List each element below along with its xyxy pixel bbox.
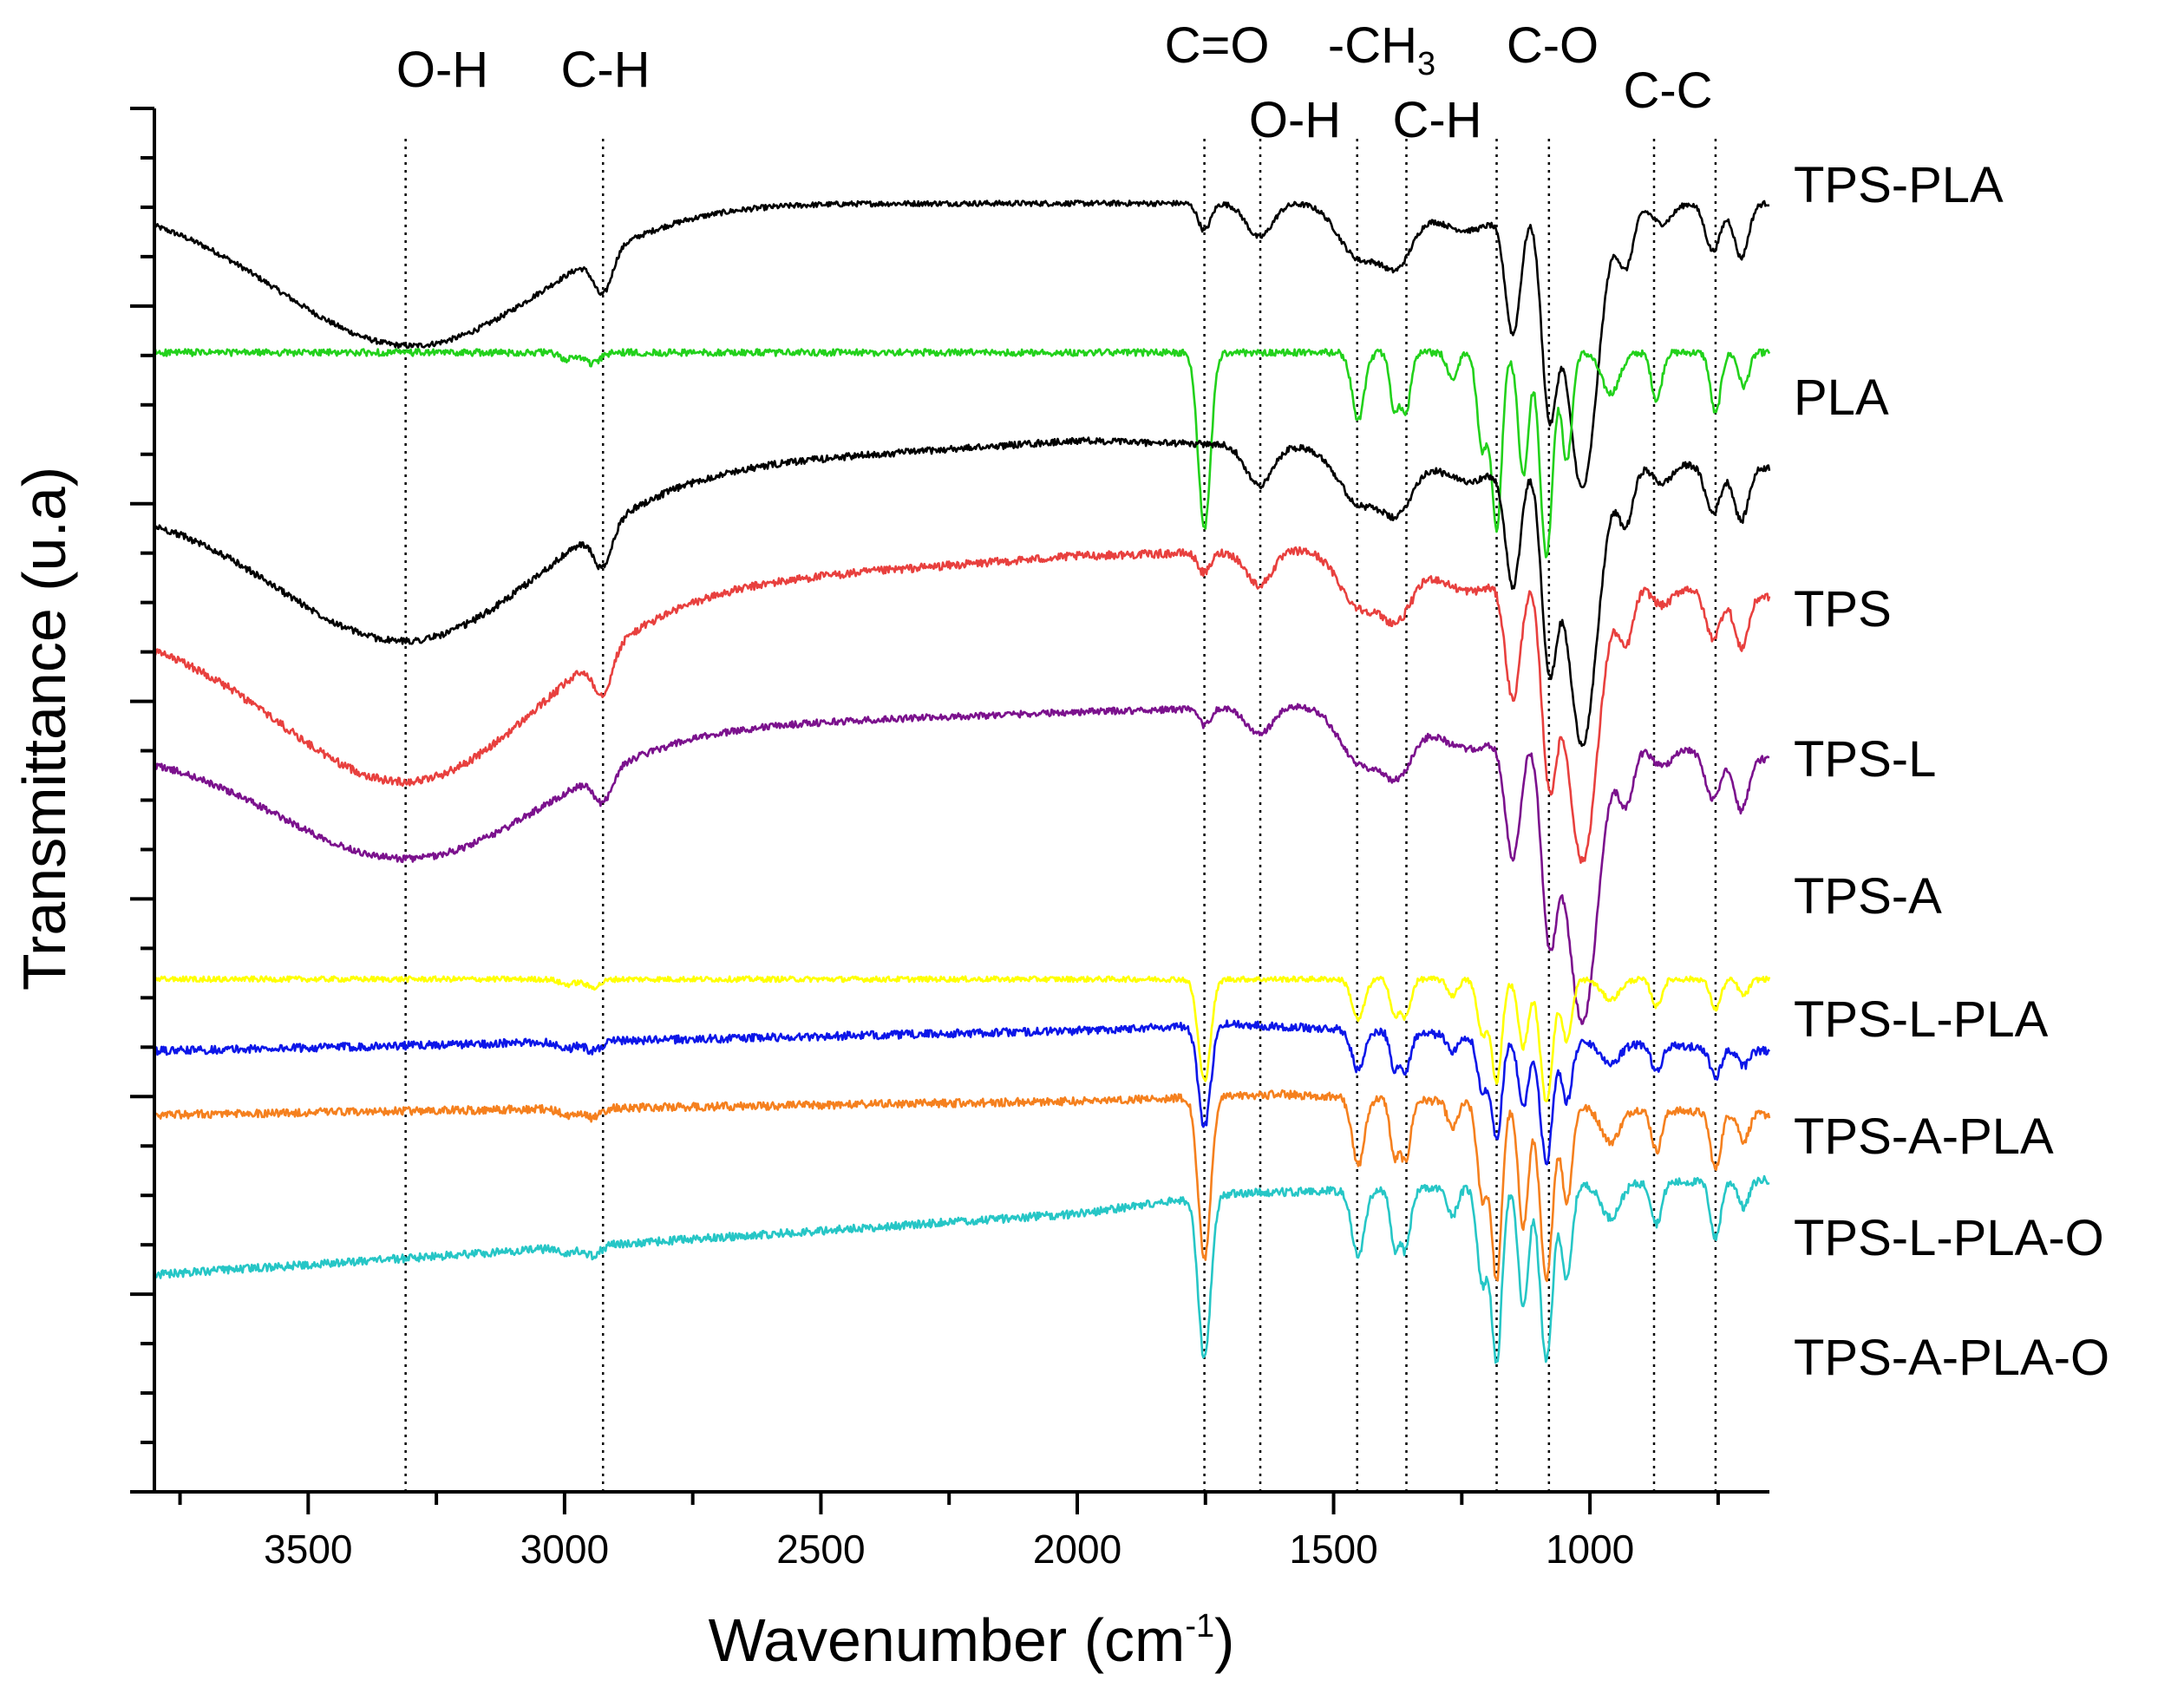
x-tick-label-1000: 1000 [1546,1527,1634,1572]
band-label-2: C=O [1165,17,1270,74]
series-line-tps-a [154,703,1770,1025]
series-line-tps-a-pla [154,1019,1771,1166]
axes: 3500 3000 2500 2000 1500 1000 [130,107,1769,1572]
x-tick-label-1500: 1500 [1289,1527,1377,1572]
series-line-pla [153,348,1771,559]
series-label-tps-l-pla-o: TPS-L-PLA-O [1794,1210,2104,1266]
band-label-8: C-C [1623,62,1712,119]
series-line-tps [153,436,1771,748]
series-label-tps-a-pla-o: TPS-A-PLA-O [1794,1330,2109,1386]
series-label-tps-a-pla: TPS-A-PLA [1794,1108,2054,1165]
series-labels: TPS-PLA PLA TPS TPS-L TPS-A TPS-L-PLA TPS-A-PL… [1794,157,2109,1386]
series-line-tps-l-pla [153,975,1771,1102]
series-label-tps: TPS [1794,581,1892,638]
series-label-tps-l: TPS-L [1794,731,1936,788]
spectra-traces [153,199,1771,1364]
band-label-5: C-H [1392,92,1481,148]
series-label-pla: PLA [1794,369,1889,426]
series-label-tps-l-pla: TPS-L-PLA [1794,991,2049,1048]
y-axis-title: Transmittance (u.a) [10,467,78,991]
x-tick-label-3500: 3500 [264,1527,352,1572]
band-label-0: O-H [396,42,488,98]
series-line-tps-pla [153,199,1770,488]
band-label-4: -CH3 [1328,17,1435,82]
band-labels: O-H C-H C=O O-H -CH3 C-H C-O C-C [396,17,1713,148]
series-line-tps-l [153,546,1771,864]
band-label-6: C-O [1507,17,1599,74]
band-label-3: O-H [1249,92,1341,148]
x-tick-label-2000: 2000 [1033,1527,1121,1572]
band-label-1: C-H [560,42,650,98]
series-line-tps-a-pla-o [153,1174,1770,1364]
x-tick-label-2500: 2500 [776,1527,865,1572]
x-tick-label-3000: 3000 [520,1527,609,1572]
series-line-tps-l-pla-o [153,1089,1771,1283]
series-label-tps-pla: TPS-PLA [1794,157,2004,213]
x-axis-title: Wavenumber (cm-1) [709,1606,1235,1674]
series-label-tps-a: TPS-A [1794,868,1942,925]
